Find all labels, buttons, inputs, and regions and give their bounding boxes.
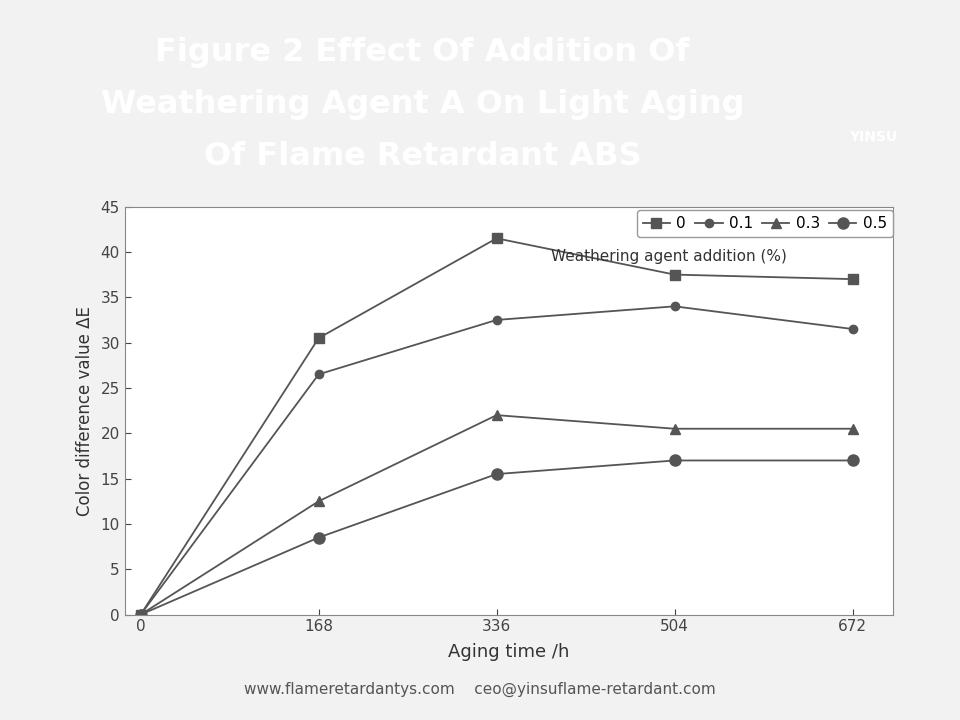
Y-axis label: Color difference value ΔE: Color difference value ΔE bbox=[76, 306, 94, 516]
Text: Weathering agent addition (%): Weathering agent addition (%) bbox=[551, 249, 787, 264]
Text: Of Flame Retardant ABS: Of Flame Retardant ABS bbox=[204, 140, 641, 171]
Text: Figure 2 Effect Of Addition Of: Figure 2 Effect Of Addition Of bbox=[156, 37, 689, 68]
Text: www.flameretardantys.com    ceo@yinsuflame-retardant.com: www.flameretardantys.com ceo@yinsuflame-… bbox=[244, 682, 716, 698]
Legend: 0, 0.1, 0.3, 0.5: 0, 0.1, 0.3, 0.5 bbox=[636, 210, 893, 238]
X-axis label: Aging time /h: Aging time /h bbox=[448, 643, 569, 661]
Text: YINSU: YINSU bbox=[850, 130, 898, 144]
Text: Weathering Agent A On Light Aging: Weathering Agent A On Light Aging bbox=[101, 89, 744, 120]
